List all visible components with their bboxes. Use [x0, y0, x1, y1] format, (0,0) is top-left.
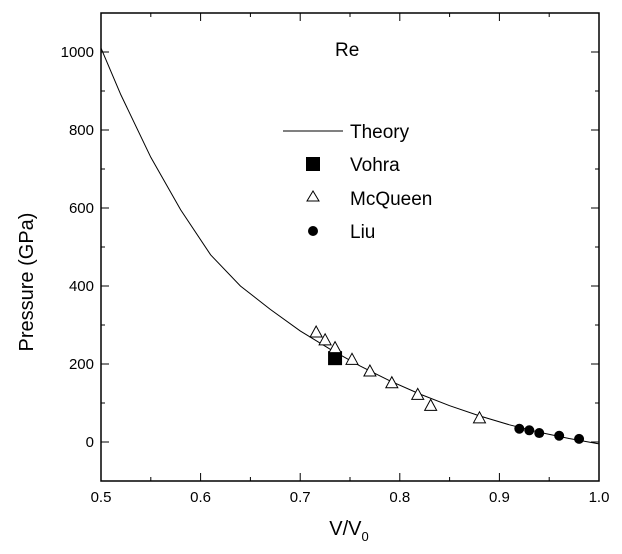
y-tick-label: 1000 [61, 44, 94, 61]
annotation-label: Re [335, 40, 359, 61]
mcqueen-point [384, 375, 399, 389]
y-tick-label: 400 [69, 278, 94, 295]
theory-curve-layer [101, 47, 599, 445]
liu-point [514, 423, 525, 434]
liu-point [524, 425, 535, 436]
x-tick-label: 0.8 [389, 489, 410, 506]
mcqueen-point [423, 398, 438, 411]
x-tick-label: 0.9 [489, 489, 510, 506]
mcqueen-point [309, 324, 323, 338]
mcqueen-point [318, 332, 332, 346]
mcqueen-point [363, 363, 377, 377]
x-axis-title-subscript: 0 [362, 529, 369, 544]
mcqueen-point [410, 387, 425, 400]
x-tick-label: 0.6 [190, 489, 211, 506]
x-tick-label: 0.7 [290, 489, 311, 506]
x-tick-label: 0.5 [91, 489, 112, 506]
plot-frame-layer [100, 12, 600, 482]
liu-point [534, 428, 545, 439]
vohra-point [328, 351, 343, 366]
legend-marker-mcqueen [306, 190, 320, 202]
axis-ticks-layer [100, 12, 600, 482]
liu-point [554, 430, 565, 441]
y-tick-label: 0 [86, 434, 94, 451]
mcqueen-point [328, 340, 342, 354]
legend-label-mcqueen: McQueen [350, 189, 432, 210]
liu-point [574, 433, 585, 444]
legend-label-theory: Theory [350, 122, 410, 143]
mcqueen-point [345, 352, 359, 365]
data-markers-layer [309, 324, 585, 444]
y-axis-title: Pressure (GPa) [16, 213, 38, 352]
theory-curve [101, 47, 599, 445]
legend-label-vohra: Vohra [350, 155, 400, 176]
y-tick-label: 600 [69, 200, 94, 217]
y-tick-label: 200 [69, 356, 94, 373]
legend-marker-vohra [306, 157, 320, 171]
legend-marker-liu [308, 226, 318, 236]
x-axis-title: V/V0 [329, 518, 368, 544]
plot-frame [100, 12, 600, 482]
x-tick-label: 1.0 [589, 489, 610, 506]
tick-labels-layer: 0.5 0.6 0.7 0.8 0.9 1.0 0 200 400 600 800 1000 [61, 44, 610, 506]
x-axis-title-main: V/V [329, 518, 362, 540]
mcqueen-point [472, 410, 487, 424]
legend: Theory Vohra McQueen Liu [283, 122, 432, 243]
y-tick-label: 800 [69, 122, 94, 139]
legend-label-liu: Liu [350, 222, 375, 243]
